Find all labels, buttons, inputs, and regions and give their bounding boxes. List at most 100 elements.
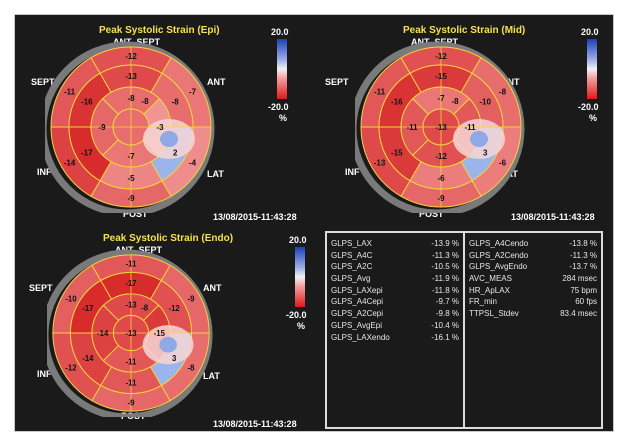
segment-value-basal: -11 [64,88,76,97]
segment-value-mid: -10 [479,98,491,107]
segment-value-mid: -13 [125,72,137,81]
positive-strain-area [470,131,488,147]
wall-label-inf: INF [345,167,360,177]
segment-value-basal: -8 [188,364,196,373]
color-scale-bar [295,247,305,307]
segment-value-mid: -16 [81,98,93,107]
scale-unit-label: % [297,321,306,331]
table-row: GLPS_AvgEndo -13.7 % [469,262,597,274]
panel-title: Peak Systolic Strain (Endo) [103,233,234,244]
measurement-label: GLPS_AvgEpi [331,320,382,330]
scale-unit-label: % [589,113,598,123]
measurement-label: GLPS_A4Cendo [469,239,529,248]
segment-value-mid: -6 [437,174,445,183]
measurement-label: GLPS_LAX [331,239,372,248]
measurement-label: FR_min [469,297,498,307]
panel-title: Peak Systolic Strain (Epi) [99,25,220,36]
table-row: GLPS_A4Cepi -9.7 % [331,297,459,309]
measurement-value: 83.4 msec [560,309,597,319]
segment-value-apical: -7 [437,94,445,103]
measurement-value: -11.3 % [432,250,459,260]
measurement-value: 284 msec [562,274,597,284]
segment-value-apical: -7 [127,152,135,161]
positive-strain-area [159,336,177,353]
wall-label-ant: ANT [207,77,226,87]
segment-value-basal: -9 [127,194,135,203]
measurement-label: GLPS_A2Cendo [469,250,529,260]
measurement-label: GLPS_Avg [331,274,371,284]
bullseye-mid: -12 -8 -6 -9 -13 -11 -15 -10 3 -6 -15 -16 -7 -11 -12 -1… [355,41,525,213]
table-row: GLPS_A2Cendo -11.3 % [469,251,597,263]
segment-value-mid: -17 [82,304,93,313]
wall-label-lat: LAT [207,169,224,179]
measurement-value: -13.7 % [569,262,597,272]
segment-value-basal: -11 [374,88,386,97]
measurement-value: -9.7 % [435,297,459,307]
segment-value-mid: -16 [391,98,403,107]
table-row: AVC_MEAS 284 msec [469,274,597,286]
segment-value-mid: -8 [172,98,180,107]
segment-value-basal: -12 [65,364,77,373]
table-row: GLPS_LAX -13.9 % [331,239,459,251]
wall-label-sept: SEPT [325,77,349,87]
wall-label-sept: SEPT [31,77,55,87]
panel-mid: Peak Systolic Strain (Mid) ANT_SEPT ANT … [315,15,613,225]
segment-value-apex: -13 [435,123,447,132]
segment-value-mid: -17 [125,279,136,288]
segment-value-apical: -8 [127,94,135,103]
segment-value-basal: -8 [499,88,507,97]
measurement-label: GLPS_AvgEndo [469,262,528,272]
bullseye-epi: -12 -7 -4 -9 -14 -11 -13 -8 2 -5 -17 -16 -8 -3 -7 -9 -8 [45,41,215,213]
timestamp: 13/08/2015-11:43:28 [213,419,297,429]
table-column-right: GLPS_A4Cendo -13.8 % GLPS_A2Cendo -11.3 % GL… [469,239,597,321]
segment-value-apical: -14 [97,329,109,338]
table-row: FR_min 60 fps [469,297,597,309]
measurement-value: -9.8 % [435,309,459,319]
table-row: GLPS_Avg -11.9 % [331,274,459,286]
segment-value-basal: -6 [499,159,507,168]
segment-value-basal: -14 [64,159,76,168]
segment-value-apical: -3 [156,123,164,132]
segment-value-mid: 2 [173,149,178,158]
bullseye-endo: -11 -9 -8 -9 -12 -10 -17 -12 3 -11 -14 -17 -13 -15 -11… [47,249,213,417]
echo-report-screen: Peak Systolic Strain (Epi) ANT_SEPT ANT … [14,14,614,432]
measurement-value: -10.4 % [431,320,459,330]
table-divider [463,233,465,427]
wall-label-post: POST [419,209,444,219]
measurement-label: GLPS_A4Cepi [331,297,384,307]
measurement-value: -16.1 % [431,332,459,342]
segment-value-basal: -9 [128,398,136,407]
measurement-value: -13.9 % [431,239,459,248]
segment-value-basal: -13 [374,159,386,168]
color-scale-bar [277,39,287,99]
measurement-value: -13.8 % [569,239,597,248]
segment-value-apical: -15 [154,329,166,338]
measurement-label: GLPS_LAXendo [331,332,390,342]
table-row: TTPSL_Stdev 83.4 msec [469,309,597,321]
segment-value-basal: -9 [188,294,196,303]
measurement-value: -11.8 % [432,285,459,295]
segment-value-mid: -11 [126,379,138,388]
segment-value-apical: -11 [464,123,476,132]
positive-strain-area [160,131,178,147]
segment-value-apex: -13 [125,329,137,338]
measurement-value: 75 bpm [570,285,597,295]
panel-title: Peak Systolic Strain (Mid) [403,25,526,36]
segment-value-mid: -12 [168,304,180,313]
timestamp: 13/08/2015-11:43:28 [511,212,595,222]
table-row: GLPS_LAXepi -11.8 % [331,286,459,298]
segment-value-mid: -17 [81,149,93,158]
measurement-label: TTPSL_Stdev [469,309,519,319]
table-column-left: GLPS_LAX -13.9 % GLPS_A4C -11.3 % GLPS_A2C -1… [331,239,459,344]
scale-min-label: -20.0 [578,102,599,112]
wall-label-post: POST [123,209,148,219]
segment-value-basal: -12 [125,52,137,61]
table-row: GLPS_AvgEpi -10.4 % [331,321,459,333]
segment-value-apical: -12 [435,152,447,161]
wall-label-sept: SEPT [29,283,53,293]
table-row: GLPS_LAXendo -16.1 % [331,333,459,345]
segment-value-basal: -4 [189,159,197,168]
segment-value-mid: 3 [483,149,488,158]
panel-epi: Peak Systolic Strain (Epi) ANT_SEPT ANT … [15,15,315,225]
table-row: GLPS_A4C -11.3 % [331,251,459,263]
